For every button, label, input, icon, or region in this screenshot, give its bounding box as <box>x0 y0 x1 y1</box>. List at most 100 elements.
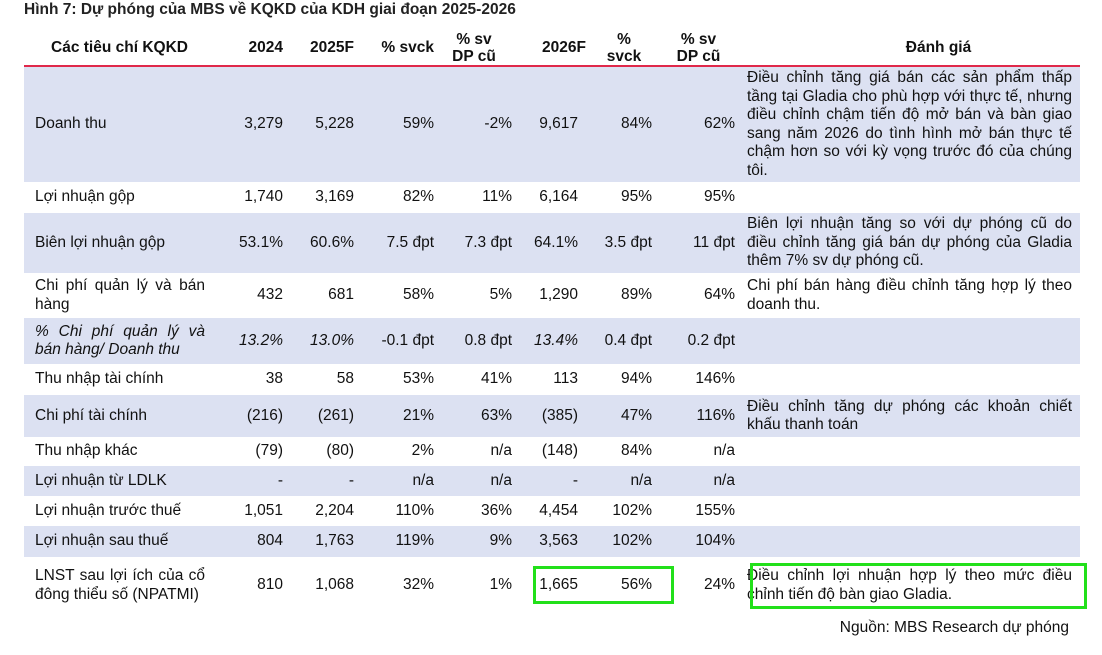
value-cell: 155% <box>695 501 735 519</box>
column-header: % sv DP cũ <box>676 30 721 65</box>
value-cell: 32% <box>402 576 434 594</box>
row-label: % Chi phí quản lý và bán hàng/ Doanh thu <box>24 318 215 364</box>
value-cell: 63% <box>436 395 514 437</box>
assessment-comment: Chi phí bán hàng điều chỉnh tăng hợp lý … <box>747 277 1072 313</box>
assessment-comment <box>737 466 1080 496</box>
table-row: Thu nhập khác (79) (80) 2% n/a (148) 84% n/a <box>24 437 1080 466</box>
column-header: 2025F <box>310 39 354 56</box>
table-row: % Chi phí quản lý và bán hàng/ Doanh thu… <box>24 318 1080 364</box>
value-cell: 7.3 đpt <box>436 213 514 273</box>
column-header: 2024 <box>248 39 283 56</box>
value-cell: 3.5 đpt <box>588 213 662 273</box>
row-label: Doanh thu <box>24 66 215 182</box>
value-cell: 9% <box>436 526 514 557</box>
value-cell: 89% <box>620 286 652 304</box>
value-cell: 60.6% <box>285 213 356 273</box>
value-cell: 146% <box>695 370 735 388</box>
value-cell: 56% <box>620 576 652 594</box>
row-label: Lợi nhuận sau thuế <box>24 526 215 557</box>
value-cell: 2% <box>411 442 434 460</box>
value-cell: 53.1% <box>215 213 285 273</box>
value-cell: 47% <box>588 395 662 437</box>
value-cell: n/a <box>356 466 436 496</box>
value-cell: 13.0% <box>285 318 356 364</box>
value-cell: 95% <box>620 188 652 206</box>
row-label: LNST sau lợi ích của cổ đông thiểu số (N… <box>35 567 205 603</box>
assessment-comment: Điều chỉnh tăng giá bán các sản phẩm thấ… <box>737 66 1080 182</box>
row-label: Chi phí quản lý và bán hàng <box>35 277 205 313</box>
value-cell: 804 <box>215 526 285 557</box>
highlight-box-2026-values <box>533 566 674 604</box>
value-cell: - <box>285 466 356 496</box>
value-cell: 58% <box>402 286 434 304</box>
assessment-comment <box>737 364 1080 395</box>
assessment-comment <box>737 496 1080 526</box>
table-row: Chi phí tài chính (216) (261) 21% 63% (385) 47… <box>24 395 1080 437</box>
value-cell: 3,279 <box>215 66 285 182</box>
table-row: Lợi nhuận từ LDLK - - n/a n/a - n/a n/a <box>24 466 1080 496</box>
value-cell: 6,164 <box>539 188 578 206</box>
value-cell: 1,740 <box>244 188 283 206</box>
value-cell: 1,763 <box>285 526 356 557</box>
table-row: Lợi nhuận gộp 1,740 3,169 82% 11% 6,164 95% 95% <box>24 182 1080 213</box>
value-cell: 62% <box>662 66 737 182</box>
assessment-comment <box>737 318 1080 364</box>
value-cell: 0.4 đpt <box>588 318 662 364</box>
value-cell: 432 <box>257 286 283 304</box>
value-cell: 13.2% <box>215 318 285 364</box>
value-cell: 5,228 <box>285 66 356 182</box>
forecast-table: Các tiêu chí KQKD 2024 2025F % svck % sv DP … <box>24 30 1080 614</box>
value-cell: 95% <box>703 188 735 206</box>
value-cell: 11% <box>482 188 512 206</box>
value-cell: 116% <box>662 395 737 437</box>
value-cell: 21% <box>356 395 436 437</box>
highlight-box-comment <box>750 563 1087 609</box>
figure-title: Hình 7: Dự phóng của MBS về KQKD của KDH… <box>24 1 516 18</box>
value-cell: 1,665 <box>539 576 578 594</box>
column-header: 2026F <box>542 39 586 56</box>
value-cell: 119% <box>356 526 436 557</box>
value-cell: 64.1% <box>514 213 588 273</box>
value-cell: 104% <box>662 526 737 557</box>
value-cell: 11 đpt <box>662 213 737 273</box>
value-cell: 0.8 đpt <box>436 318 514 364</box>
assessment-comment <box>737 437 1080 466</box>
row-label: Lợi nhuận từ LDLK <box>24 466 215 496</box>
value-cell: 1,051 <box>244 501 283 519</box>
value-cell: 0.2 đpt <box>662 318 737 364</box>
value-cell: n/a <box>713 442 735 460</box>
row-label: Biên lợi nhuận gộp <box>24 213 215 273</box>
value-cell: 36% <box>480 501 512 519</box>
value-cell: 102% <box>612 501 652 519</box>
table-header-row: Các tiêu chí KQKD 2024 2025F % svck % sv DP … <box>24 30 1080 66</box>
value-cell: 1% <box>489 576 512 594</box>
value-cell: 38 <box>265 370 283 388</box>
value-cell: 681 <box>328 286 354 304</box>
row-label: Thu nhập khác <box>35 442 138 460</box>
value-cell: 84% <box>588 66 662 182</box>
value-cell: 5% <box>489 286 512 304</box>
row-label: Lợi nhuận gộp <box>35 188 135 206</box>
table-row: Doanh thu 3,279 5,228 59% -2% 9,617 84% 62% Điều… <box>24 66 1080 182</box>
value-cell: 58 <box>336 370 354 388</box>
value-cell: (80) <box>326 442 354 460</box>
value-cell: 24% <box>703 576 735 594</box>
value-cell: 810 <box>257 576 283 594</box>
assessment-comment <box>737 182 1080 213</box>
column-header: Đánh giá <box>905 39 972 56</box>
value-cell: - <box>215 466 285 496</box>
value-cell: 2,204 <box>315 501 354 519</box>
table-row: LNST sau lợi ích của cổ đông thiểu số (N… <box>24 557 1080 614</box>
value-cell: 9,617 <box>514 66 588 182</box>
column-header: % svck <box>606 30 642 65</box>
value-cell: 64% <box>703 286 735 304</box>
value-cell: 13.4% <box>514 318 588 364</box>
column-header: % sv DP cũ <box>452 30 496 65</box>
value-cell: n/a <box>436 466 514 496</box>
value-cell: (79) <box>255 442 283 460</box>
value-cell: 82% <box>402 188 434 206</box>
table-row: Lợi nhuận trước thuế 1,051 2,204 110% 36% 4,4… <box>24 496 1080 526</box>
value-cell: 113 <box>553 370 578 388</box>
column-header: Các tiêu chí KQKD <box>51 39 188 56</box>
value-cell: 94% <box>620 370 652 388</box>
